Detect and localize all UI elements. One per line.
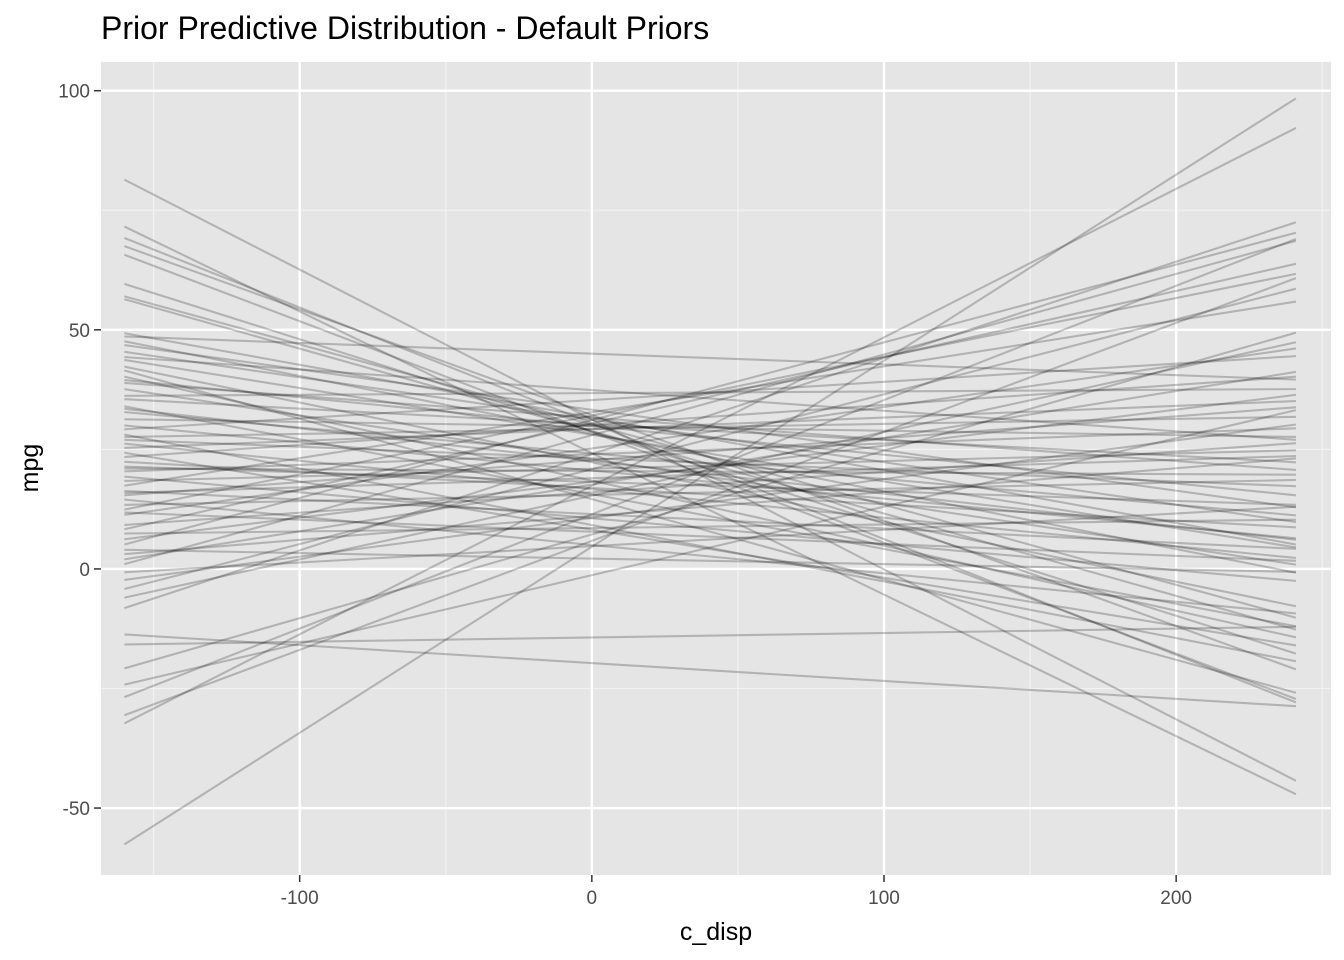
prior-line: [124, 442, 1297, 526]
y-axis-title: mpg: [16, 444, 44, 493]
prior-line: [124, 375, 1297, 459]
prior-line: [124, 418, 1296, 438]
prior-line: [124, 298, 1297, 631]
prior-line: [124, 350, 1297, 524]
prior-line: [124, 358, 1297, 549]
x-tick-label: 200: [1160, 888, 1192, 909]
prior-line: [124, 498, 1297, 615]
prior-line: [124, 369, 1297, 694]
x-tick-label: 100: [868, 888, 900, 909]
prior-line: [124, 253, 1297, 700]
prior-line: [124, 295, 1297, 619]
major-gridlines: [101, 62, 1331, 875]
prior-line: [124, 405, 1297, 628]
prior-line: [123, 237, 1297, 699]
prior-line: [124, 465, 1296, 506]
y-tick-label: 50: [69, 321, 90, 342]
prior-line: [124, 457, 1297, 556]
x-axis: -100 0 100 200: [281, 875, 1192, 909]
x-tick-label: 0: [587, 888, 598, 909]
prior-line: [124, 340, 1297, 574]
prior-line: [124, 433, 1297, 663]
x-axis-title: c_disp: [680, 918, 752, 946]
prior-line: [123, 237, 1297, 704]
prior-line: [124, 475, 1297, 582]
prior-line: [124, 625, 1296, 646]
prior-line: [124, 272, 1297, 511]
chart-title: Prior Predictive Distribution - Default …: [101, 10, 709, 46]
prior-line: [124, 221, 1297, 610]
prior-line: [124, 231, 1297, 546]
prior-line: [124, 511, 1296, 562]
prior-line: [124, 370, 1297, 561]
prior-line: [123, 178, 1297, 782]
prior-line: [124, 355, 1297, 431]
prior-line: [124, 400, 1296, 449]
prior-line: [124, 347, 1297, 516]
prior-line: [124, 449, 1296, 482]
prior-line: [124, 423, 1297, 581]
prior-line: [124, 388, 1297, 566]
x-tick-label: -100: [281, 888, 319, 909]
prior-line: [124, 398, 1296, 464]
prior-line: [123, 225, 1297, 796]
plot-panel: [101, 62, 1331, 875]
prior-lines: [123, 97, 1297, 846]
prior-line: [124, 427, 1296, 473]
minor-gridlines: [101, 62, 1331, 875]
prior-line: [124, 409, 1297, 686]
prior-line: [124, 442, 1297, 559]
y-tick-label: 0: [79, 560, 90, 581]
y-axis: -50 0 50 100: [58, 82, 101, 820]
prior-line: [123, 127, 1297, 725]
prior-line: [124, 518, 1296, 535]
prior-line: [124, 467, 1296, 476]
prior-line: [124, 245, 1297, 671]
prior-line: [124, 438, 1296, 488]
prior-line: [124, 282, 1297, 655]
prior-line: [124, 378, 1297, 497]
prior-line: [124, 424, 1297, 540]
prior-line: [124, 344, 1297, 509]
prior-line: [124, 277, 1297, 717]
prior-line: [124, 548, 1296, 573]
prior-line: [124, 393, 1297, 541]
prior-line: [124, 406, 1297, 497]
y-tick-label: -50: [63, 799, 90, 820]
prior-line: [124, 239, 1297, 566]
prior-line: [124, 460, 1296, 529]
prior-line: [124, 388, 1296, 397]
prior-line: [124, 331, 1297, 670]
prior-line: [124, 300, 1297, 487]
prior-line: [124, 451, 1297, 647]
prior-line: [124, 332, 1297, 546]
y-tick-label: 100: [58, 82, 90, 103]
prior-line: [124, 375, 1297, 639]
prior-line: [124, 365, 1297, 608]
prior-line: [124, 335, 1296, 381]
prior-line: [124, 356, 1297, 441]
prior-line: [124, 381, 1297, 471]
prior-line: [124, 478, 1296, 506]
prior-line: [124, 489, 1296, 550]
prior-line: [123, 97, 1297, 846]
prior-line: [124, 341, 1297, 599]
prior-line: [124, 415, 1296, 438]
prior-line: [124, 407, 1297, 541]
prior-line: [124, 633, 1297, 708]
prior-line: [124, 262, 1297, 531]
prior-line: [124, 455, 1296, 494]
prior-line: [124, 287, 1297, 591]
prior-line: [124, 411, 1297, 517]
prior-line: [124, 505, 1296, 574]
